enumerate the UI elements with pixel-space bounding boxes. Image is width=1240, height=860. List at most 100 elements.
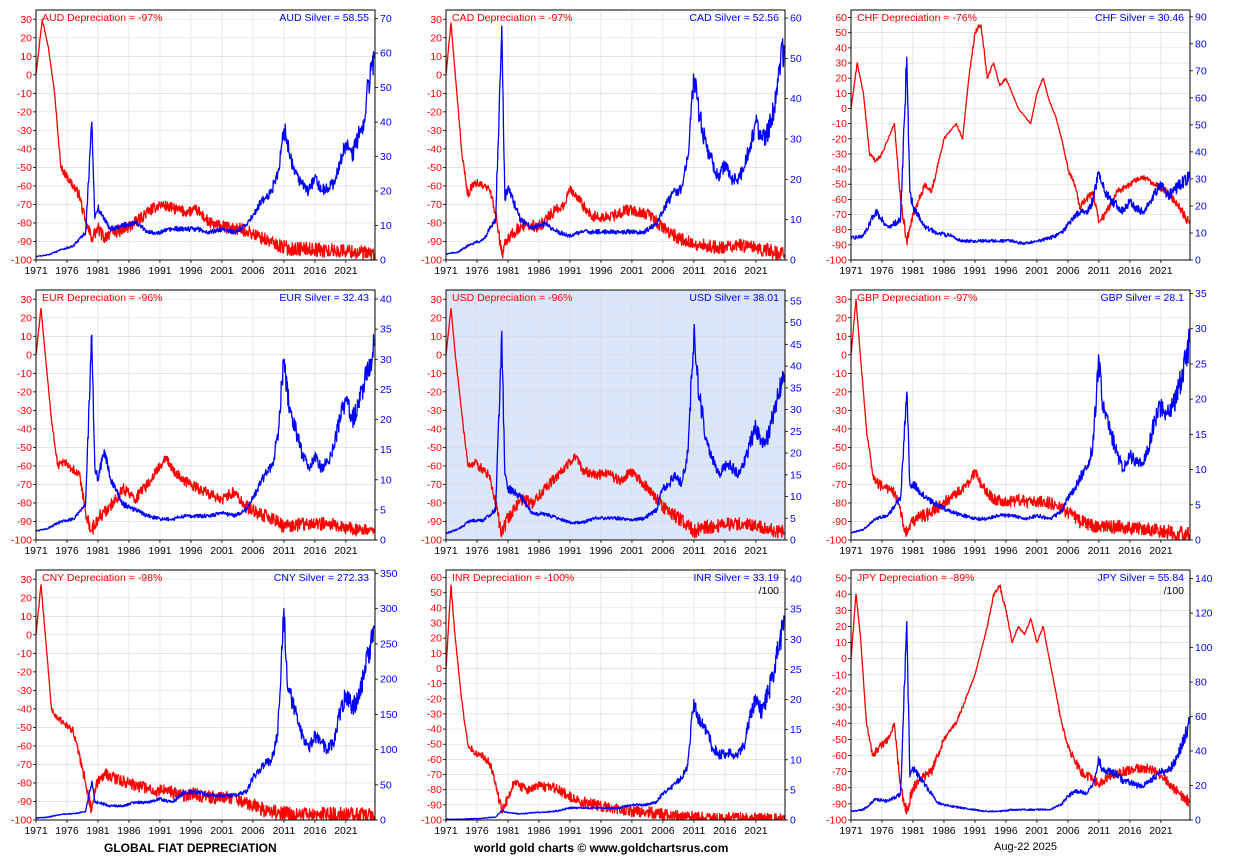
left-tick-label: -60	[17, 460, 32, 472]
left-tick-label: 20	[835, 312, 847, 324]
left-tick-label: -50	[17, 162, 32, 174]
left-tick-label: 10	[835, 88, 847, 100]
left-tick-label: -80	[427, 784, 442, 796]
left-tick-label: -20	[427, 106, 442, 118]
left-tick-label: 0	[26, 69, 32, 81]
x-tick-label: 2001	[1025, 825, 1049, 837]
left-tick-label: 20	[430, 32, 442, 44]
right-tick-label: 10	[380, 474, 392, 486]
title-silver: INR Silver = 33.19	[694, 572, 780, 584]
title-silver: CAD Silver = 52.56	[689, 12, 779, 24]
title-silver: AUD Silver = 58.55	[279, 12, 369, 24]
left-tick-label: -10	[17, 368, 32, 380]
x-tick-label: 1996	[179, 545, 203, 557]
x-tick-label: 2011	[1088, 825, 1111, 837]
plot-frame	[445, 289, 786, 541]
plot-area	[36, 10, 375, 260]
right-tick-label: 10	[380, 220, 392, 232]
x-tick-label: 2006	[1056, 265, 1080, 277]
left-tick-label: -50	[832, 734, 847, 746]
panel-inr: 6050403020100-10-20-30-40-50-60-70-80-90…	[421, 569, 802, 837]
right-tick-label: 45	[790, 339, 802, 351]
x-tick-label: 1986	[117, 265, 141, 277]
right-tick-label: 35	[790, 382, 802, 394]
title-depreciation: INR Depreciation = -100%	[452, 572, 574, 584]
left-tick-label: 20	[430, 633, 442, 645]
left-tick-label: -90	[17, 236, 32, 248]
x-tick-label: 1996	[994, 265, 1018, 277]
left-tick-label: -10	[832, 118, 847, 130]
title-silver: JPY Silver = 55.84	[1098, 572, 1185, 584]
left-tick-label: -20	[427, 693, 442, 705]
left-tick-label: 30	[430, 294, 442, 306]
left-tick-label: 10	[20, 51, 32, 63]
x-tick-label: 1986	[117, 545, 141, 557]
left-tick-label: -10	[427, 368, 442, 380]
x-tick-label: 1986	[527, 265, 551, 277]
x-tick-label: 1996	[179, 265, 203, 277]
x-tick-label: 1981	[901, 545, 925, 557]
title-depreciation: USD Depreciation = -96%	[452, 292, 573, 304]
right-tick-label: 0	[1195, 255, 1201, 267]
right-tick-label: 140	[1195, 573, 1213, 585]
left-tick-label: 40	[835, 42, 847, 54]
left-tick-label: -80	[832, 224, 847, 236]
x-tick-label: 1971	[434, 265, 458, 277]
left-tick-label: 0	[841, 103, 847, 115]
right-tick-label: 40	[1195, 146, 1207, 158]
right-tick-label: 50	[380, 779, 392, 791]
x-tick-label: 2016	[1118, 545, 1142, 557]
silver-line	[446, 323, 785, 535]
x-tick-label: 1976	[870, 825, 894, 837]
left-tick-label: -20	[427, 386, 442, 398]
x-tick-label: 1986	[932, 545, 956, 557]
left-tick-label: -40	[427, 423, 442, 435]
silver-line	[851, 56, 1190, 246]
left-tick-label: 30	[835, 58, 847, 70]
right-tick-label: 10	[790, 214, 802, 226]
left-tick-label: 0	[26, 349, 32, 361]
left-tick-label: -70	[17, 199, 32, 211]
left-tick-label: -10	[427, 88, 442, 100]
left-tick-label: -30	[832, 702, 847, 714]
right-tick-label: 20	[380, 414, 392, 426]
plot-area	[851, 10, 1190, 260]
x-tick-label: 2011	[1088, 265, 1111, 277]
x-tick-label: 1981	[901, 825, 925, 837]
right-tick-label: 40	[790, 574, 802, 586]
title-depreciation: EUR Depreciation = -96%	[42, 292, 163, 304]
right-tick-label: 50	[380, 82, 392, 94]
x-tick-label: 1976	[465, 265, 489, 277]
left-tick-label: 0	[436, 69, 442, 81]
left-tick-label: 20	[20, 312, 32, 324]
x-tick-label: 1996	[994, 545, 1018, 557]
right-tick-label: 20	[380, 186, 392, 198]
left-tick-label: -100	[421, 815, 442, 827]
x-tick-label: 1971	[434, 545, 458, 557]
depreciation-line	[36, 307, 375, 537]
right-tick-label: 100	[380, 744, 398, 756]
x-tick-label: 2016	[1118, 825, 1142, 837]
left-tick-label: -70	[427, 479, 442, 491]
right-tick-label: 40	[790, 93, 802, 105]
x-tick-label: 1971	[434, 825, 458, 837]
x-tick-label: 1991	[558, 825, 582, 837]
plot-frame	[850, 289, 1191, 541]
title-depreciation: AUD Depreciation = -97%	[42, 12, 163, 24]
right-tick-label: 30	[1195, 323, 1207, 335]
x-tick-label: 1991	[963, 265, 987, 277]
left-tick-label: -90	[427, 799, 442, 811]
left-tick-label: 20	[430, 312, 442, 324]
panel-chf: 60 50 40 30 20 10 0 -10 -20 -30 -40 -50 -60 -70 -80 -90…	[826, 9, 1207, 277]
x-tick-label: 1976	[870, 545, 894, 557]
plot-area	[36, 570, 375, 820]
right-tick-label: 10	[790, 754, 802, 766]
right-tick-label: 25	[790, 426, 802, 438]
left-tick-label: 30	[20, 14, 32, 26]
x-tick-label: 2001	[1025, 265, 1049, 277]
right-tick-label: 0	[790, 535, 796, 547]
x-tick-label: 2021	[744, 265, 768, 277]
right-tick-label: 80	[1195, 38, 1207, 50]
left-tick-label: -60	[427, 180, 442, 192]
